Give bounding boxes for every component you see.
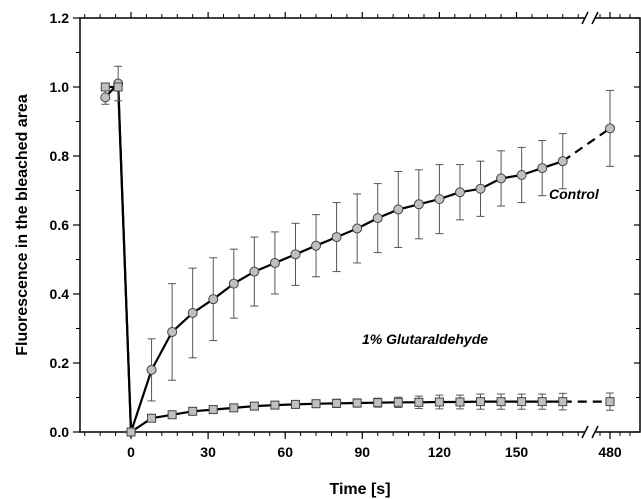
glutaraldehyde-point	[270, 400, 280, 410]
control-point	[100, 92, 111, 103]
control-point	[146, 364, 157, 375]
glutaraldehyde-point	[167, 410, 177, 420]
control-dashed-curve	[562, 127, 611, 163]
control-curve	[104, 82, 564, 434]
y-tick-label: 0.4	[50, 286, 70, 302]
control-point	[413, 199, 424, 210]
control-point	[249, 266, 260, 277]
glutaraldehyde-annotation: 1% Glutaraldehyde	[362, 331, 488, 347]
x-axis-label: Time [s]	[329, 481, 390, 498]
glutaraldehyde-point	[393, 397, 403, 407]
glutaraldehyde-point	[373, 398, 383, 408]
control-point	[311, 240, 322, 251]
y-tick-label: 0.8	[50, 148, 70, 164]
control-point	[434, 194, 445, 205]
glutaraldehyde-point	[100, 82, 110, 92]
glutaraldehyde-point	[290, 399, 300, 409]
x-tick-label: 90	[355, 444, 371, 460]
control-point	[290, 249, 301, 260]
y-tick-label: 0.6	[50, 217, 70, 233]
axis-break-mark	[591, 11, 599, 25]
control-point	[557, 156, 568, 167]
glutaraldehyde-point	[476, 397, 486, 407]
x-tick-label: 480	[598, 444, 622, 460]
control-point	[372, 213, 383, 224]
y-tick-label: 0.0	[50, 424, 70, 440]
control-point	[516, 169, 527, 180]
y-tick-label: 1.2	[50, 10, 70, 26]
control-point	[496, 173, 507, 184]
glutaraldehyde-point	[188, 406, 198, 416]
x-tick-label: 0	[127, 444, 135, 460]
glutaraldehyde-point	[455, 397, 465, 407]
y-axis-label: Fluorescence in the bleached area	[14, 94, 31, 356]
glutaraldehyde-point	[352, 398, 362, 408]
glutaraldehyde-point	[434, 397, 444, 407]
glutaraldehyde-point	[229, 403, 239, 413]
x-tick-label: 120	[428, 444, 452, 460]
control-point	[167, 326, 178, 337]
glutaraldehyde-point	[605, 397, 615, 407]
axis-break-gap	[585, 426, 595, 438]
control-point	[228, 278, 239, 289]
axis-break-mark	[581, 11, 589, 25]
glutaraldehyde-point	[126, 427, 136, 437]
glutaraldehyde-point	[517, 397, 527, 407]
glutaraldehyde-point	[537, 397, 547, 407]
x-tick-label: 30	[200, 444, 216, 460]
control-point	[605, 123, 615, 134]
control-point	[454, 187, 465, 198]
axis-break-gap	[585, 12, 595, 24]
axis-break-mark	[581, 425, 589, 439]
glutaraldehyde-point	[311, 399, 321, 409]
control-point	[269, 257, 280, 268]
glutaraldehyde-point	[414, 397, 424, 407]
glutaraldehyde-point	[249, 401, 259, 411]
x-tick-label: 150	[505, 444, 529, 460]
x-tick-label: 60	[277, 444, 293, 460]
glutaraldehyde-point	[332, 398, 342, 408]
y-tick-label: 0.2	[50, 355, 70, 371]
control-point	[352, 223, 363, 234]
control-point	[393, 204, 404, 215]
control-point	[331, 232, 342, 243]
control-point	[475, 183, 486, 194]
glutaraldehyde-point	[147, 413, 157, 423]
control-annotation: Control	[549, 186, 600, 202]
axis-break-mark	[591, 425, 599, 439]
glutaraldehyde-point	[496, 397, 506, 407]
control-point	[537, 163, 548, 174]
glutaraldehyde-point	[558, 397, 568, 407]
control-point	[187, 307, 198, 318]
glutaraldehyde-point	[113, 82, 123, 92]
y-tick-label: 1.0	[50, 79, 70, 95]
glutaraldehyde-point	[208, 405, 218, 415]
control-point	[208, 294, 219, 305]
